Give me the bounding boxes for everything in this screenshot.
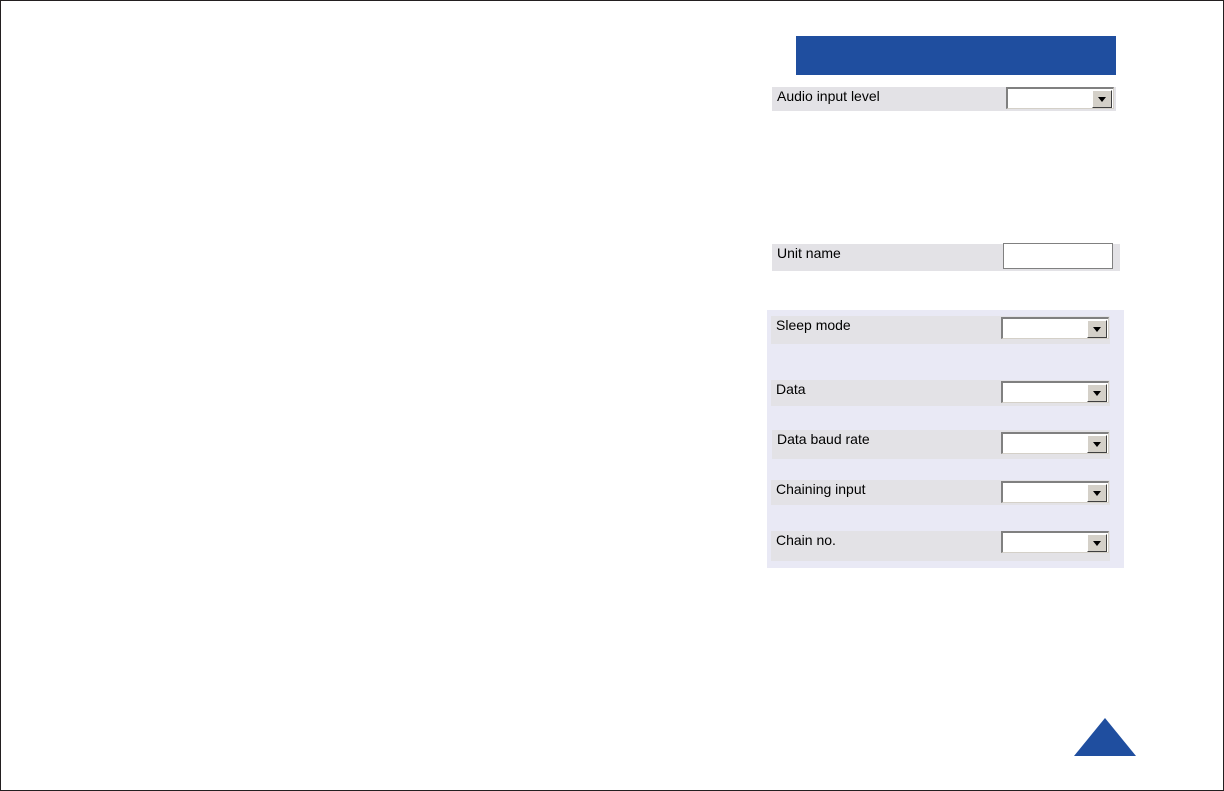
dropdown-button[interactable]: [1087, 484, 1107, 502]
chevron-down-icon: [1093, 442, 1101, 447]
data-baud-rate-dropdown[interactable]: [1001, 432, 1109, 454]
chaining-input-dropdown[interactable]: [1001, 481, 1109, 503]
dropdown-button[interactable]: [1092, 90, 1112, 108]
chain-no-dropdown[interactable]: [1001, 531, 1109, 553]
chevron-down-icon: [1098, 97, 1106, 102]
unit-name-input[interactable]: [1003, 243, 1113, 269]
data-dropdown[interactable]: [1001, 381, 1109, 403]
triangle-up-icon[interactable]: [1074, 718, 1136, 756]
chevron-down-icon: [1093, 541, 1101, 546]
chevron-down-icon: [1093, 491, 1101, 496]
section-header-bar: [796, 36, 1116, 75]
unit-name-label: Unit name: [777, 245, 841, 261]
dropdown-button[interactable]: [1087, 435, 1107, 453]
audio-input-level-dropdown[interactable]: [1006, 87, 1114, 109]
data-label: Data: [776, 381, 806, 397]
sleep-mode-label: Sleep mode: [776, 317, 851, 333]
dropdown-button[interactable]: [1087, 384, 1107, 402]
chaining-input-label: Chaining input: [776, 481, 866, 497]
sleep-mode-dropdown[interactable]: [1001, 317, 1109, 339]
chain-no-label: Chain no.: [776, 532, 836, 548]
dropdown-button[interactable]: [1087, 320, 1107, 338]
chevron-down-icon: [1093, 327, 1101, 332]
audio-input-level-label: Audio input level: [777, 88, 880, 104]
chevron-down-icon: [1093, 391, 1101, 396]
dropdown-button[interactable]: [1087, 534, 1107, 552]
data-baud-rate-label: Data baud rate: [777, 431, 870, 447]
